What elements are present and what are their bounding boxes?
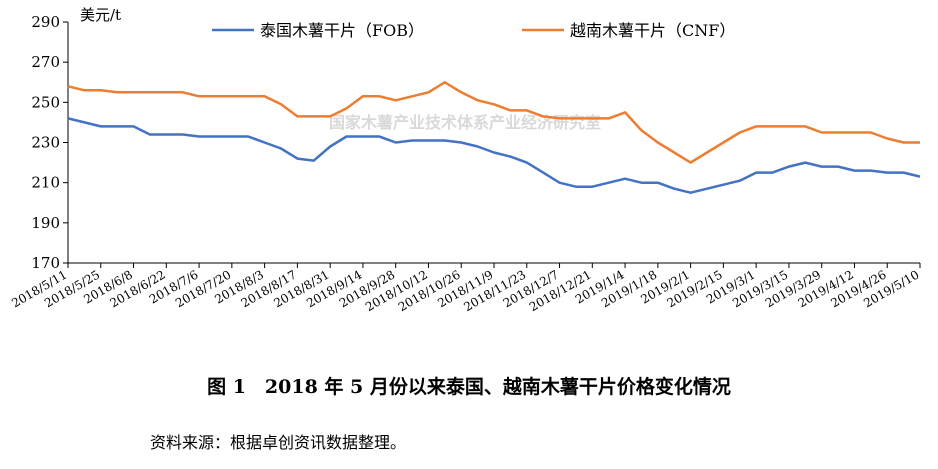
series-line-2 [67, 81, 920, 164]
y-tick-label: 290 [31, 13, 60, 31]
watermark-layer: 国家木薯产业技术体系产业经济研究室 [329, 113, 601, 132]
y-tick-label: 250 [31, 93, 60, 111]
series-line-1 [67, 117, 921, 194]
legend: 泰国木薯干片（FOB） 越南木薯干片（CNF） [212, 21, 735, 40]
y-tick-label: 270 [31, 53, 60, 71]
watermark: 国家木薯产业技术体系产业经济研究室 [329, 113, 601, 132]
legend-label-1: 泰国木薯干片（FOB） [260, 21, 424, 40]
line-chart: 1701902102302502702902018/5/112018/5/252… [9, 6, 921, 314]
y-tick-label: 230 [31, 134, 60, 152]
legend-label-2: 越南木薯干片（CNF） [570, 21, 735, 40]
y-axis-unit: 美元/t [80, 6, 121, 24]
chart-axes: 1701902102302502702902018/5/112018/5/252… [9, 13, 921, 314]
y-tick-label: 210 [31, 174, 60, 192]
figure-caption: 图 1 2018 年 5 月份以来泰国、越南木薯干片价格变化情况 [207, 376, 731, 398]
series-layer [67, 81, 921, 194]
y-tick-label: 190 [31, 214, 60, 232]
data-source-note: 资料来源：根据卓创资讯数据整理。 [150, 433, 407, 452]
y-tick-label: 170 [31, 254, 60, 272]
